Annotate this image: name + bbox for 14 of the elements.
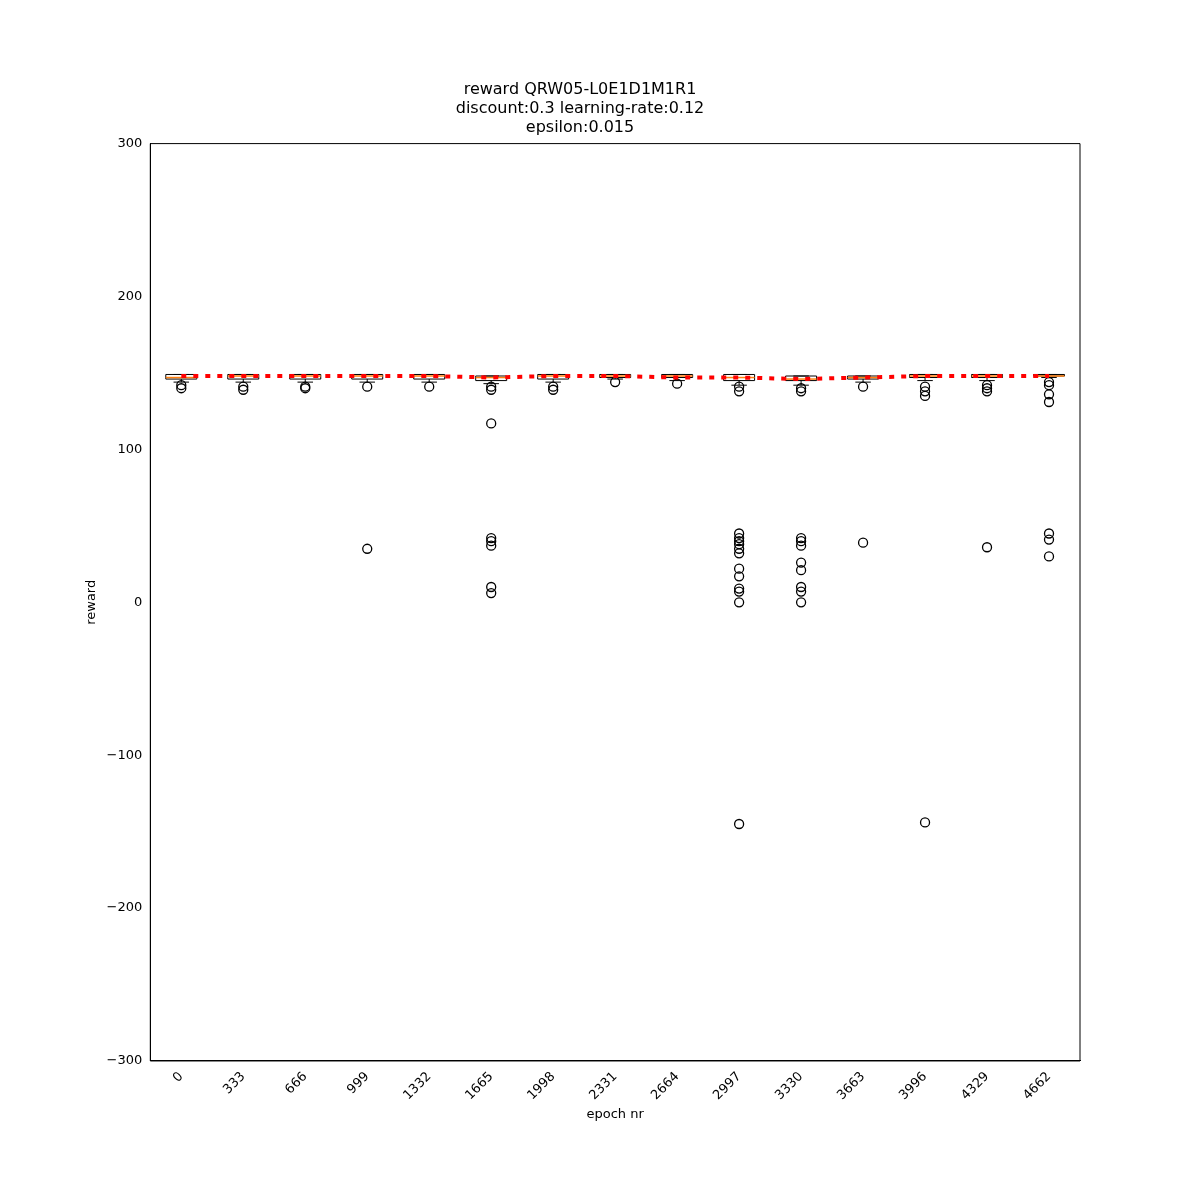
x-tick-label: 666 xyxy=(281,1068,310,1097)
y-tick-label: 200 xyxy=(117,287,143,303)
x-tick-label: 0 xyxy=(169,1068,186,1085)
y-tick-label: 300 xyxy=(117,134,143,150)
y-tick-label: −100 xyxy=(106,746,143,762)
y-tick-label: 0 xyxy=(134,593,143,609)
chart-title: reward QRW05-L0E1D1M1R1 discount:0.3 learning-rate:0.12 epsilon:0.015 xyxy=(455,78,705,137)
x-tick-label: 999 xyxy=(343,1068,372,1097)
x-axis-title: epoch nr xyxy=(586,1105,645,1121)
y-tick-label: −200 xyxy=(106,899,143,915)
y-tick-label: −300 xyxy=(106,1052,143,1068)
y-axis-title: reward xyxy=(83,579,99,625)
x-tick-label: 333 xyxy=(219,1068,248,1097)
y-tick-label: 100 xyxy=(117,440,143,456)
